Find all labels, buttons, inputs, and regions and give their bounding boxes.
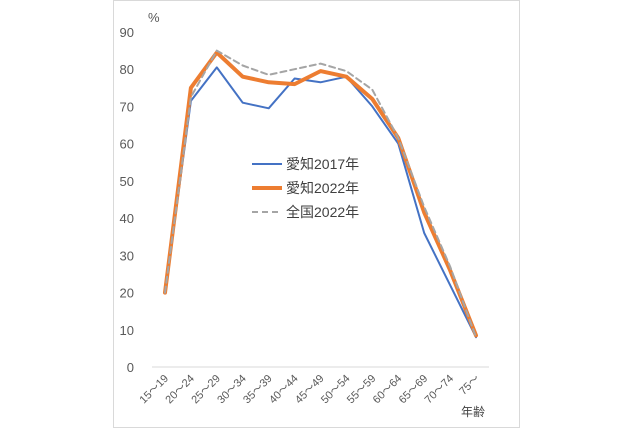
y-tick-label: 90 [120,25,134,40]
x-tick-label: 75～ [457,373,482,398]
legend-label-2: 愛知2022年 [286,180,359,196]
y-tick-label: 80 [120,62,134,77]
series-line-3 [164,49,477,339]
y-tick-label: 20 [120,286,134,301]
y-axis-unit-label: % [148,10,160,25]
series-line-1 [164,66,477,339]
x-tick-label: 70～74 [423,373,457,407]
legend-label-3: 全国2022年 [286,204,359,220]
x-axis-label: 年齢 [461,404,485,419]
legend-label-1: 愛知2017年 [286,156,359,172]
y-tick-label: 40 [120,211,134,226]
y-tick-label: 70 [120,99,134,114]
y-tick-label: 10 [120,323,134,338]
y-tick-label: 60 [120,137,134,152]
series-line-2 [163,50,478,338]
y-tick-label: 50 [120,174,134,189]
y-tick-label: 0 [127,360,134,375]
y-tick-label: 30 [120,248,134,263]
